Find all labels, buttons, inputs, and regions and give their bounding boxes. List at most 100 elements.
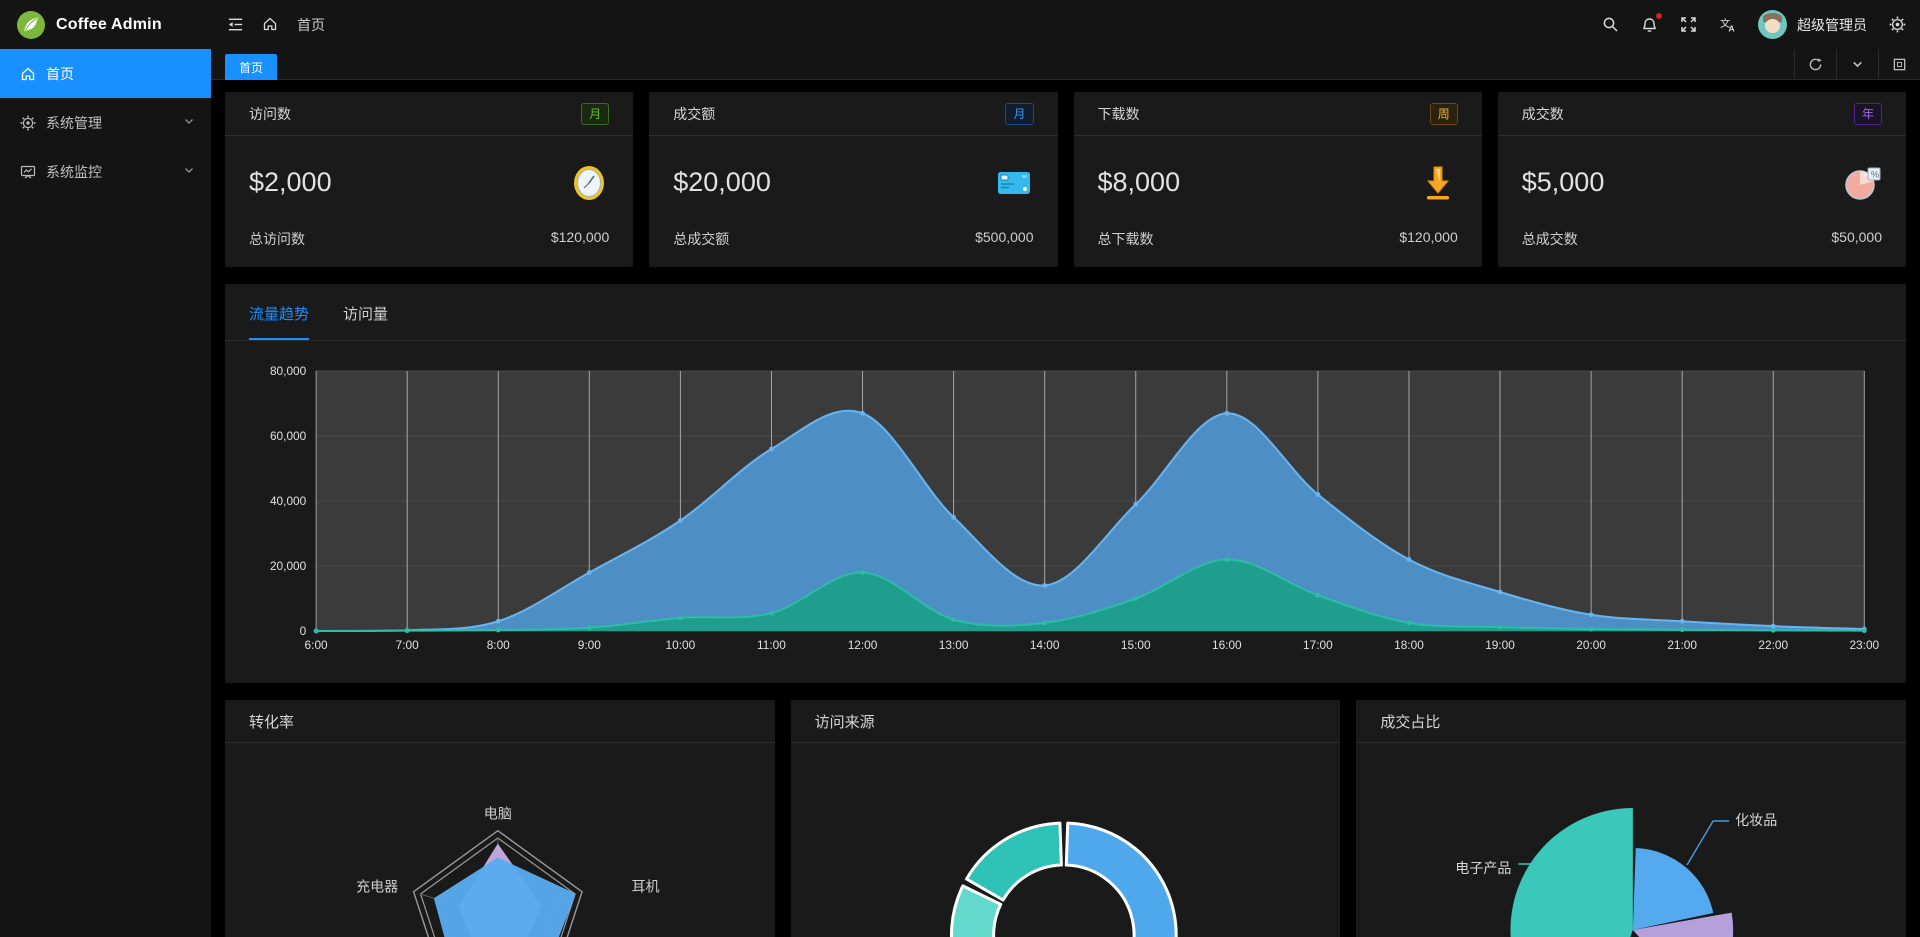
deal-share-card: 成交占比 化妆品 电子产品 bbox=[1356, 700, 1907, 937]
home-icon[interactable] bbox=[262, 16, 279, 33]
stat-footer-value: $50,000 bbox=[1831, 229, 1882, 245]
sidebar-item-label: 系统监控 bbox=[46, 163, 102, 180]
stat-footer-label: 总下载数 bbox=[1097, 231, 1154, 247]
fullscreen-icon[interactable] bbox=[1680, 16, 1697, 33]
monitor-icon bbox=[20, 164, 36, 180]
stat-footer-value: $120,000 bbox=[1399, 229, 1458, 245]
stat-card-deals: 成交数 年 $5,000 % bbox=[1497, 92, 1906, 267]
svg-text:40,000: 40,000 bbox=[270, 494, 307, 508]
leaf-logo-icon bbox=[16, 10, 46, 40]
svg-text:电子产品: 电子产品 bbox=[1456, 860, 1512, 876]
svg-text:文: 文 bbox=[1720, 17, 1731, 30]
breadcrumb[interactable]: 首页 bbox=[297, 16, 325, 33]
svg-text:7:00: 7:00 bbox=[396, 638, 419, 652]
avatar[interactable] bbox=[1758, 10, 1787, 39]
stat-footer-value: $500,000 bbox=[975, 229, 1034, 245]
svg-text:60,000: 60,000 bbox=[270, 429, 307, 443]
logo: Coffee Admin bbox=[0, 0, 211, 49]
settings-icon[interactable] bbox=[1889, 16, 1906, 33]
card-title: 转化率 bbox=[225, 700, 775, 743]
top-bar: 首页 bbox=[211, 0, 1920, 49]
svg-text:15:00: 15:00 bbox=[1121, 638, 1151, 652]
stat-title: 下载数 bbox=[1097, 105, 1140, 122]
pie-icon: % bbox=[1842, 163, 1882, 203]
stat-title: 成交数 bbox=[1521, 105, 1564, 122]
svg-text:19:00: 19:00 bbox=[1485, 638, 1515, 652]
traffic-trend-chart: 0 20,000 40,000 60,000 80,000 6:00 7:00 8:00 9:0… bbox=[225, 341, 1906, 683]
svg-text:18:00: 18:00 bbox=[1394, 638, 1424, 652]
svg-text:%: % bbox=[1871, 169, 1879, 179]
period-badge: 月 bbox=[1005, 102, 1034, 125]
home-icon bbox=[20, 66, 36, 82]
svg-text:A: A bbox=[1728, 24, 1734, 34]
stat-value: $2,000 bbox=[249, 167, 332, 197]
svg-text:10:00: 10:00 bbox=[666, 638, 696, 652]
content: 访问数 月 $2,000 bbox=[211, 80, 1920, 937]
stat-value: $8,000 bbox=[1097, 167, 1181, 197]
traffic-trend-card: 流量趋势 访问量 0 20,000 40,000 60,000 80,000 6:00 7:… bbox=[225, 284, 1906, 683]
svg-text:80,000: 80,000 bbox=[270, 364, 307, 378]
tab-strip: 首页 bbox=[211, 49, 1920, 80]
stat-value: $20,000 bbox=[673, 167, 771, 197]
download-icon bbox=[1418, 163, 1458, 203]
stat-footer-label: 总成交额 bbox=[673, 231, 730, 247]
sidebar-item-home[interactable]: 首页 bbox=[0, 49, 211, 98]
tab-home[interactable]: 首页 bbox=[225, 54, 278, 80]
search-icon[interactable] bbox=[1602, 16, 1619, 33]
credit-card-icon bbox=[994, 163, 1034, 203]
conversion-rate-card: 转化率 电脑 耳机 充电器 bbox=[225, 700, 775, 937]
svg-text:22:00: 22:00 bbox=[1758, 638, 1788, 652]
period-badge: 年 bbox=[1853, 102, 1882, 125]
card-title: 访问来源 bbox=[790, 700, 1341, 743]
deal-share-pie-chart: 化妆品电子产品 bbox=[1356, 743, 1906, 937]
stat-title: 访问数 bbox=[249, 105, 291, 122]
sidebar-item-system-monitor[interactable]: 系统监控 bbox=[0, 147, 211, 196]
svg-text:6:00: 6:00 bbox=[305, 638, 328, 652]
svg-text:16:00: 16:00 bbox=[1212, 638, 1242, 652]
stat-value: $5,000 bbox=[1521, 167, 1605, 197]
refresh-icon[interactable] bbox=[1794, 49, 1836, 79]
maximize-icon[interactable] bbox=[1878, 49, 1920, 79]
svg-text:14:00: 14:00 bbox=[1030, 638, 1060, 652]
svg-text:12:00: 12:00 bbox=[848, 638, 878, 652]
stat-footer-label: 总访问数 bbox=[249, 231, 305, 247]
svg-text:13:00: 13:00 bbox=[939, 638, 969, 652]
svg-text:11:00: 11:00 bbox=[757, 638, 786, 652]
svg-text:8:00: 8:00 bbox=[487, 638, 510, 652]
svg-text:0: 0 bbox=[300, 624, 307, 638]
translate-icon[interactable]: 文 A bbox=[1719, 16, 1736, 34]
menu-fold-icon[interactable] bbox=[227, 16, 244, 33]
svg-text:9:00: 9:00 bbox=[578, 638, 601, 652]
stat-card-turnover: 成交额 月 $20,000 bbox=[649, 92, 1058, 267]
chevron-down-icon bbox=[183, 115, 195, 131]
app-title: Coffee Admin bbox=[56, 15, 162, 33]
tab-visits[interactable]: 访问量 bbox=[343, 306, 389, 323]
svg-text:电脑: 电脑 bbox=[484, 806, 512, 822]
svg-text:充电器: 充电器 bbox=[356, 878, 398, 894]
visit-source-donut-chart bbox=[791, 743, 1341, 937]
svg-text:20:00: 20:00 bbox=[1576, 638, 1606, 652]
user-name[interactable]: 超级管理员 bbox=[1797, 16, 1867, 33]
gear-icon bbox=[20, 115, 36, 131]
sidebar-item-label: 系统管理 bbox=[46, 114, 102, 131]
chevron-down-icon bbox=[183, 164, 195, 180]
clock-icon bbox=[569, 163, 609, 203]
stat-card-visits: 访问数 月 $2,000 bbox=[225, 92, 634, 267]
trend-tabs: 流量趋势 访问量 bbox=[225, 284, 1906, 341]
conversion-radar-chart: 电脑 耳机 充电器 bbox=[225, 743, 775, 937]
svg-text:17:00: 17:00 bbox=[1303, 638, 1333, 652]
bell-icon[interactable] bbox=[1641, 13, 1662, 33]
period-badge: 周 bbox=[1429, 102, 1458, 125]
notification-dot bbox=[1656, 13, 1662, 19]
stat-footer-label: 总成交数 bbox=[1521, 231, 1578, 247]
svg-text:23:00: 23:00 bbox=[1849, 638, 1879, 652]
chevron-down-icon[interactable] bbox=[1836, 49, 1878, 79]
sidebar-item-system-management[interactable]: 系统管理 bbox=[0, 98, 211, 147]
sidebar: Coffee Admin 首页 bbox=[0, 0, 211, 937]
tab-traffic-trend[interactable]: 流量趋势 bbox=[249, 303, 310, 340]
svg-text:20,000: 20,000 bbox=[270, 559, 307, 573]
bottom-row: 转化率 电脑 耳机 充电器 访问来源 成交占比 化妆品 电子产品 bbox=[225, 700, 1907, 937]
svg-text:化妆品: 化妆品 bbox=[1735, 812, 1777, 828]
period-badge: 月 bbox=[581, 102, 610, 125]
